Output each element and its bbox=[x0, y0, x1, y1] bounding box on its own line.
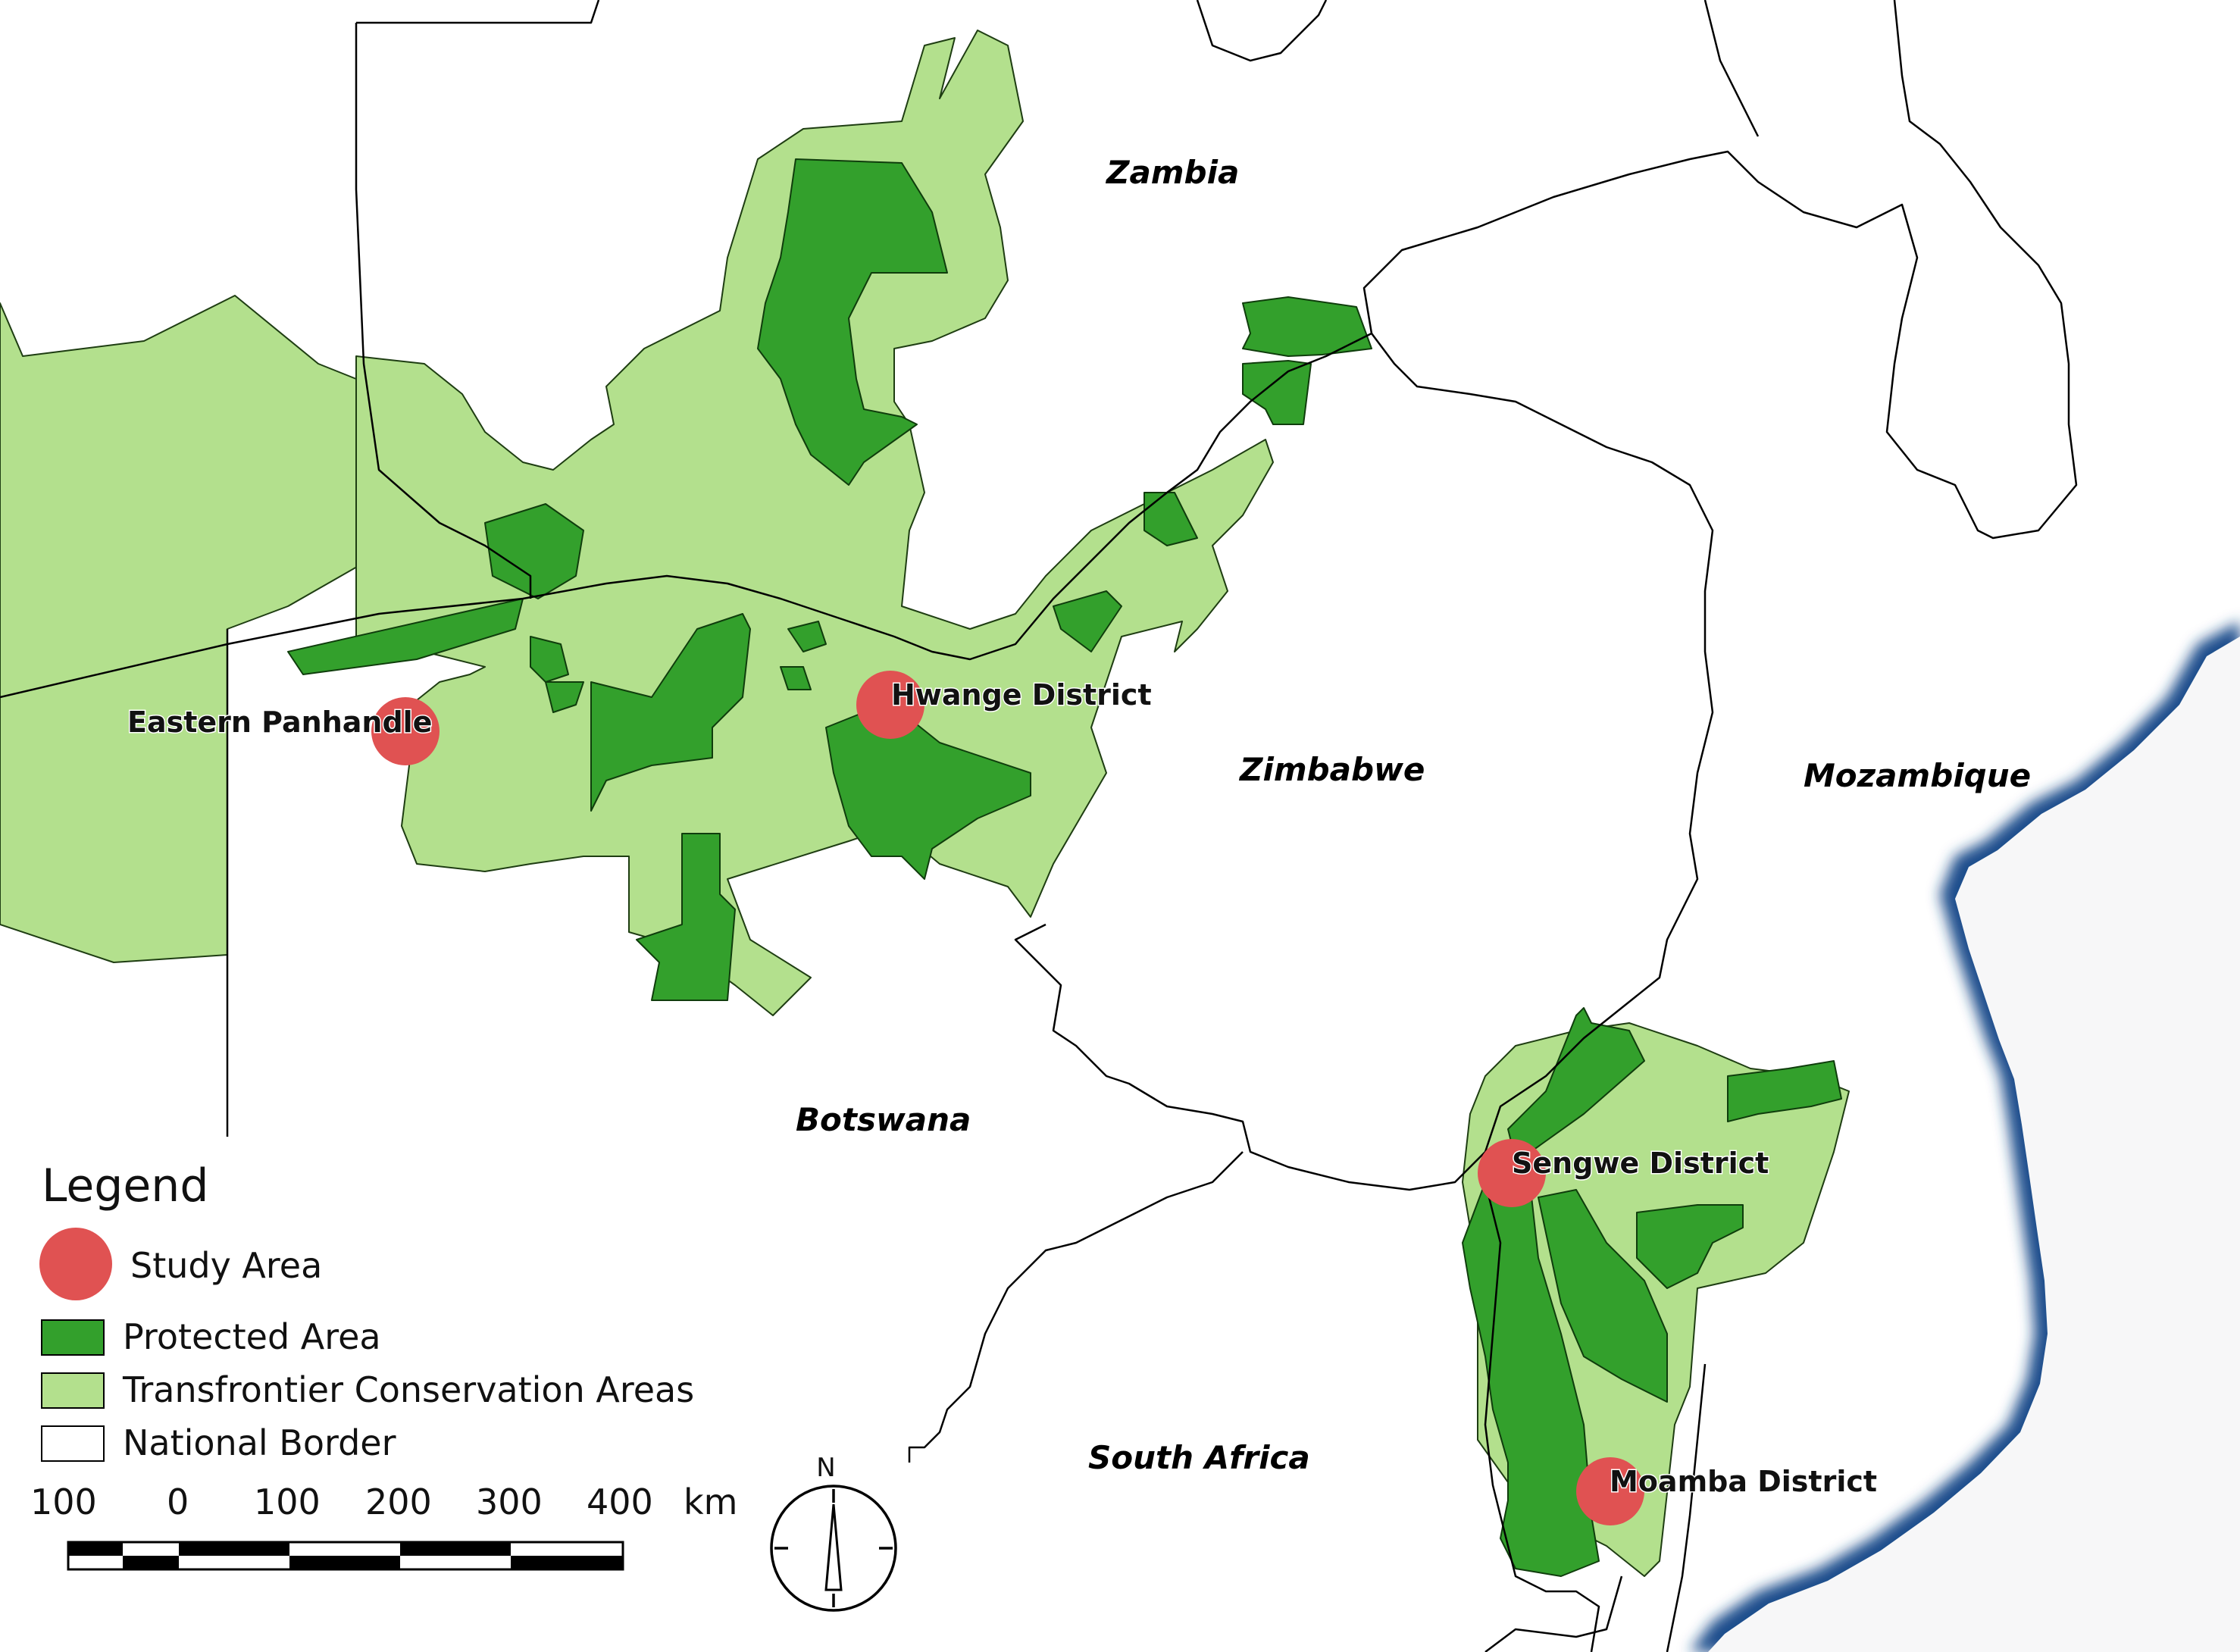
protected-area bbox=[545, 681, 584, 713]
legend-swatch-protected-area bbox=[41, 1319, 105, 1356]
protected-area bbox=[287, 598, 524, 675]
north-arrow-needle bbox=[824, 1503, 843, 1591]
national-border bbox=[1196, 0, 1328, 62]
study-area-marker-eastern-panhandle bbox=[371, 697, 440, 765]
protected-area bbox=[1507, 1007, 1645, 1160]
protected-area bbox=[1636, 1204, 1744, 1289]
study-area-marker-hwange bbox=[856, 671, 924, 739]
tfca-kaza-west bbox=[0, 295, 395, 963]
country-label-south-africa: South Africa bbox=[1088, 1439, 1310, 1476]
study-area-marker-moamba bbox=[1576, 1457, 1644, 1525]
legend-label-study-area: Study Area bbox=[130, 1245, 322, 1286]
study-area-labels: Eastern Panhandle Hwange District Sengwe… bbox=[127, 677, 1879, 1500]
national-border bbox=[908, 1151, 1244, 1463]
study-area-label-eastern-panhandle: Eastern Panhandle bbox=[127, 706, 432, 739]
north-arrow: N bbox=[770, 1453, 897, 1612]
scale-label: 300 bbox=[476, 1481, 543, 1522]
protected-area bbox=[1053, 590, 1122, 652]
protected-area bbox=[590, 613, 751, 812]
protected-area bbox=[1727, 1060, 1842, 1122]
national-border bbox=[1484, 1181, 1600, 1652]
legend-label-tfca: Transfrontier Conservation Areas bbox=[122, 1369, 694, 1410]
study-area-label-hwange: Hwange District bbox=[891, 678, 1152, 712]
national-border bbox=[0, 0, 2078, 699]
legend-label-protected-area: Protected Area bbox=[123, 1316, 381, 1357]
protected-area bbox=[1538, 1189, 1668, 1403]
scale-label: 400 bbox=[587, 1481, 653, 1522]
country-labels: Zambia Zimbabwe Mozambique Botswana Sout… bbox=[796, 154, 2031, 1476]
scale-label: 0 bbox=[167, 1481, 189, 1522]
scale-label: 200 bbox=[365, 1481, 432, 1522]
scale-unit: km bbox=[684, 1481, 737, 1522]
protected-area-layer bbox=[287, 158, 1842, 1577]
study-area-label-sengwe: Sengwe District bbox=[1512, 1147, 1769, 1180]
protected-area bbox=[484, 503, 584, 599]
study-area-marker-sengwe bbox=[1478, 1139, 1546, 1207]
ocean bbox=[1690, 621, 2240, 1652]
tfca-kaza-central bbox=[355, 30, 1274, 1016]
national-border bbox=[1666, 1363, 1707, 1652]
study-area-label-moamba: Moamba District bbox=[1610, 1465, 1877, 1498]
protected-area bbox=[530, 636, 569, 683]
protected-area bbox=[636, 833, 736, 1001]
national-border bbox=[1014, 333, 1714, 1191]
scale-label: 100 bbox=[30, 1481, 97, 1522]
country-label-mozambique: Mozambique bbox=[1804, 757, 2031, 794]
national-border bbox=[1703, 0, 1760, 137]
country-label-botswana: Botswana bbox=[796, 1101, 971, 1138]
protected-area bbox=[1242, 360, 1312, 425]
protected-area bbox=[787, 621, 827, 652]
national-border bbox=[355, 23, 532, 599]
scale-label: 100 bbox=[254, 1481, 321, 1522]
scale-bar: 100 0 100 200 300 400 km bbox=[30, 1481, 737, 1571]
protected-area bbox=[1143, 492, 1198, 546]
country-label-zambia: Zambia bbox=[1105, 154, 1239, 191]
country-label-zimbabwe: Zimbabwe bbox=[1238, 751, 1425, 788]
study-area-layer bbox=[371, 671, 1644, 1525]
tfca-layer bbox=[0, 30, 1850, 1577]
north-label: N bbox=[816, 1453, 835, 1483]
national-border-layer bbox=[0, 0, 2078, 1652]
legend-swatch-study-area bbox=[39, 1228, 112, 1300]
national-border bbox=[1484, 1575, 1623, 1652]
legend-swatch-tfca bbox=[41, 1372, 105, 1409]
legend-swatch-national-border bbox=[41, 1425, 105, 1462]
legend: Legend Study Area Protected Area Transfr… bbox=[39, 1159, 694, 1463]
legend-title: Legend bbox=[42, 1159, 208, 1212]
protected-area bbox=[780, 666, 812, 690]
protected-area bbox=[757, 158, 948, 486]
protected-area bbox=[1242, 296, 1372, 357]
legend-label-national-border: National Border bbox=[123, 1422, 396, 1463]
national-border bbox=[356, 0, 600, 24]
